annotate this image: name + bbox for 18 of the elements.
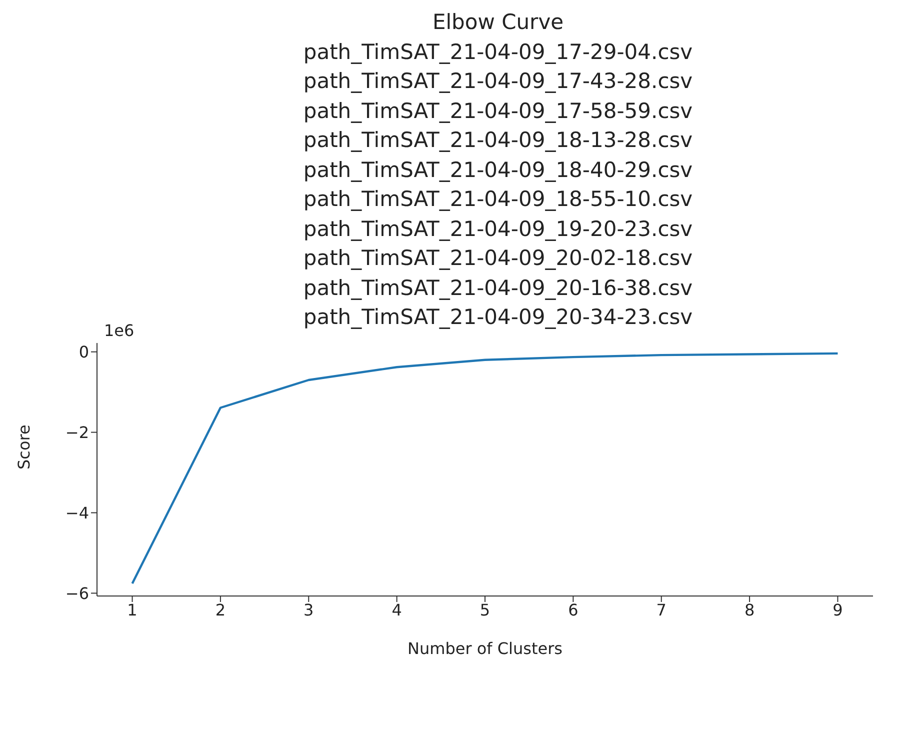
y-tick-label: −4 xyxy=(65,502,89,522)
x-tick-label: 1 xyxy=(127,600,138,619)
y-axis-title: Score xyxy=(14,424,34,469)
x-tick-label: 7 xyxy=(656,600,666,619)
x-tick-label: 5 xyxy=(480,600,490,619)
x-tick-label: 4 xyxy=(392,600,402,619)
y-tick-label: −6 xyxy=(65,583,89,602)
x-axis-title: Number of Clusters xyxy=(408,638,562,658)
y-tick-label: −2 xyxy=(65,422,89,442)
x-tick-label: 2 xyxy=(215,600,226,619)
x-tick-label: 8 xyxy=(744,600,755,619)
line-series xyxy=(131,352,839,584)
y-tick-label: 0 xyxy=(78,342,89,362)
chart-title: Elbow Curve path_TimSAT_21-04-09_17-29-04.csv path_TimSAT_21-04-09_17-43-28.csv path_TimSAT_21-04-09_17-58-59.csv path_TimSAT_21-04-09_18-13-28.csv path_TimSAT_21-04-09_18-40-29.csv path_TimSAT_21-04-09_18-55-10.csv path_TimSAT_21-04-09_19-20-23.csv path_TimSAT_21-04-09_20-02-18.csv path_TimSAT_21-04-09_20-16-38.csv path_TimSAT_21-04-09_20-34-23.csv xyxy=(303,10,693,329)
x-tick-label: 9 xyxy=(832,600,843,619)
x-tick-label: 3 xyxy=(304,600,314,619)
x-tick-label: 6 xyxy=(568,600,578,619)
text: 1e6 xyxy=(104,320,134,340)
